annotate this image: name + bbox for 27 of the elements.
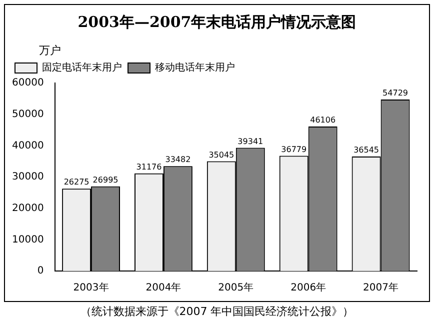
data-label: 36779 [281,144,307,154]
data-label: 46106 [310,116,336,125]
legend-label: 移动电话年末用户 [155,62,235,74]
y-tick-label: 50000 [12,108,44,120]
data-label: 31176 [136,162,162,172]
x-tick-label: 2006年 [290,282,326,294]
data-label: 26995 [92,175,118,184]
x-tick-label: 2005年 [218,282,254,294]
x-tick-label: 2003年 [73,282,109,294]
y-tick-label: 40000 [12,140,44,152]
data-label: 33482 [165,155,191,164]
data-label: 54729 [382,88,408,98]
y-axis-title: 万户 [39,43,61,58]
text: （统计数据来源于《2007 年中国国民经济统计公报》） [79,304,355,319]
x-tick-label: 2007年 [363,282,399,294]
y-tick-label: 10000 [12,234,44,246]
legend-label: 固定电话年末用户 [42,62,122,74]
x-tick-label: 2004年 [146,282,182,294]
data-label: 26275 [64,178,90,187]
y-tick-label: 60000 [12,78,44,89]
data-label: 36545 [354,146,380,155]
data-label: 39341 [238,136,264,146]
chart-title: 2003年—2007年末电话用户情况示意图 [76,13,358,32]
y-tick-label: 0 [37,266,44,277]
y-tick-label: 30000 [12,172,44,183]
y-tick-label: 20000 [12,202,44,214]
data-label: 35045 [208,150,234,160]
